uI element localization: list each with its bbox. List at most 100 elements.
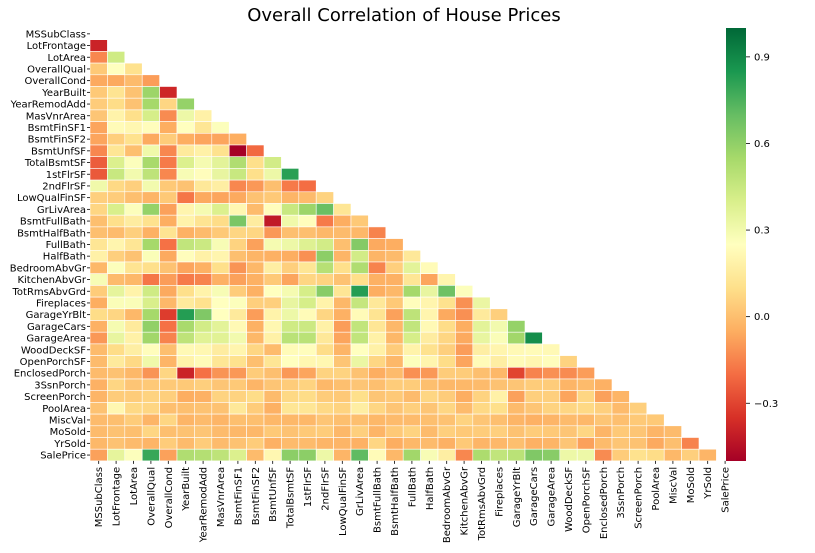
heatmap-cell bbox=[107, 203, 126, 216]
heatmap-cell bbox=[194, 285, 213, 298]
heatmap-cell bbox=[176, 179, 195, 193]
heatmap-cell bbox=[211, 402, 230, 415]
heatmap-cell bbox=[124, 413, 143, 427]
heatmap-cell bbox=[350, 378, 369, 391]
heatmap-cell bbox=[385, 320, 404, 333]
heatmap-cell bbox=[385, 437, 404, 450]
heatmap-cell bbox=[246, 273, 265, 286]
heatmap-cell bbox=[141, 109, 160, 122]
heatmap-cell bbox=[333, 250, 352, 263]
heatmap-cell bbox=[107, 168, 126, 181]
heatmap-cell bbox=[611, 437, 630, 450]
heatmap-cell bbox=[350, 448, 369, 462]
heatmap-cell bbox=[194, 378, 213, 391]
heatmap-cell bbox=[159, 366, 178, 380]
heatmap-cell bbox=[107, 285, 126, 298]
heatmap-cell bbox=[281, 214, 300, 228]
heatmap-cell bbox=[368, 448, 387, 462]
heatmap-cell bbox=[472, 378, 491, 391]
y-tick-label: LotFrontage bbox=[27, 41, 86, 52]
heatmap-cell bbox=[211, 250, 230, 263]
heatmap-cell bbox=[559, 448, 578, 462]
heatmap-cell bbox=[124, 156, 143, 169]
heatmap-cell bbox=[333, 390, 352, 403]
heatmap-cell bbox=[385, 238, 404, 251]
heatmap-cell bbox=[107, 238, 126, 251]
heatmap-cell bbox=[281, 250, 300, 263]
heatmap-cell bbox=[437, 343, 456, 356]
heatmap-cell bbox=[141, 425, 160, 438]
heatmap-cell bbox=[194, 203, 213, 216]
heatmap-cell bbox=[333, 343, 352, 356]
heatmap-cell bbox=[489, 343, 508, 356]
heatmap-cell bbox=[298, 331, 317, 345]
heatmap-cell bbox=[124, 308, 143, 321]
heatmap-cell bbox=[211, 413, 230, 427]
heatmap-cell bbox=[176, 448, 195, 462]
heatmap-cell bbox=[368, 366, 387, 380]
heatmap-cell bbox=[89, 402, 108, 415]
heatmap-cell bbox=[524, 448, 543, 462]
heatmap-cell bbox=[315, 238, 334, 251]
heatmap-cell bbox=[107, 156, 126, 169]
heatmap-cell bbox=[107, 250, 126, 263]
heatmap-cell bbox=[629, 413, 648, 427]
heatmap-cell bbox=[263, 448, 282, 462]
heatmap-cell bbox=[141, 74, 160, 87]
heatmap-cell bbox=[420, 402, 439, 415]
heatmap-cell bbox=[629, 402, 648, 415]
heatmap-cell bbox=[298, 343, 317, 356]
heatmap-cell bbox=[385, 413, 404, 427]
heatmap-cell bbox=[176, 261, 195, 274]
y-tick-label: OpenPorchSF bbox=[20, 357, 87, 368]
heatmap-cell bbox=[524, 378, 543, 391]
heatmap-cell bbox=[176, 226, 195, 239]
heatmap-cell bbox=[611, 413, 630, 427]
heatmap-cell bbox=[298, 355, 317, 368]
heatmap-cell bbox=[89, 51, 108, 64]
heatmap-cell bbox=[281, 402, 300, 415]
heatmap-cell bbox=[350, 238, 369, 251]
heatmap-cell bbox=[141, 261, 160, 274]
x-axis-labels: MSSubClass LotFrontage LotArea OverallQual O… bbox=[94, 460, 732, 543]
heatmap-cell bbox=[159, 437, 178, 450]
y-tick-label: BsmtUnfSF bbox=[31, 146, 86, 157]
heatmap-cell bbox=[176, 273, 195, 286]
heatmap-cell bbox=[89, 191, 108, 204]
y-tick-label: KitchenAbvGr bbox=[17, 275, 86, 286]
heatmap-cell bbox=[559, 355, 578, 368]
heatmap-cell bbox=[124, 390, 143, 403]
heatmap-cell bbox=[298, 437, 317, 450]
heatmap-cell bbox=[107, 390, 126, 403]
heatmap-cell bbox=[107, 448, 126, 462]
heatmap-cell bbox=[159, 133, 178, 146]
heatmap-cell bbox=[107, 296, 126, 310]
y-tick-label: GarageArea bbox=[26, 334, 86, 345]
x-tick-label: BsmtFinSF1 bbox=[233, 467, 244, 525]
heatmap-cell bbox=[124, 168, 143, 181]
y-tick-label: MSSubClass bbox=[26, 29, 86, 40]
heatmap-cells bbox=[89, 39, 717, 462]
heatmap-cell bbox=[159, 86, 178, 99]
heatmap-cell bbox=[507, 378, 526, 391]
heatmap-cell bbox=[420, 448, 439, 462]
heatmap-cell bbox=[107, 179, 126, 193]
x-tick-label: PoolArea bbox=[651, 467, 662, 511]
y-tick-label: 2ndFlrSF bbox=[42, 181, 86, 192]
heatmap-cell bbox=[211, 437, 230, 450]
heatmap-cell bbox=[437, 320, 456, 333]
heatmap-cell bbox=[263, 320, 282, 333]
heatmap-cell bbox=[159, 238, 178, 251]
y-tick-label: BsmtHalfBath bbox=[17, 228, 86, 239]
heatmap-cell bbox=[281, 191, 300, 204]
heatmap-cell bbox=[368, 285, 387, 298]
heatmap-cell bbox=[385, 390, 404, 403]
heatmap-cell bbox=[246, 203, 265, 216]
heatmap-cell bbox=[298, 214, 317, 228]
y-tick-label: TotalBsmtSF bbox=[24, 158, 86, 169]
heatmap-cell bbox=[472, 413, 491, 427]
heatmap-cell bbox=[281, 343, 300, 356]
heatmap-cell bbox=[211, 121, 230, 134]
heatmap-cell bbox=[141, 355, 160, 368]
